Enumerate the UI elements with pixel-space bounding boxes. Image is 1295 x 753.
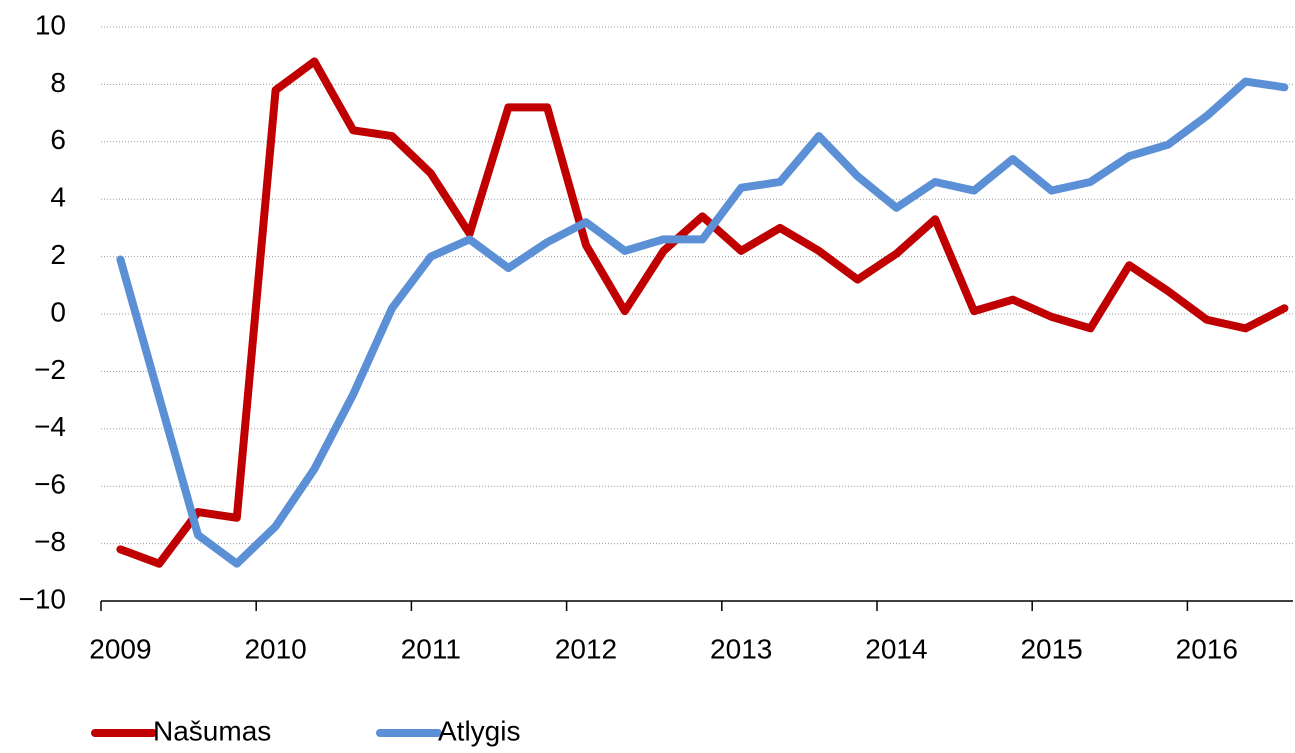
y-tick-label: −6 bbox=[34, 469, 66, 500]
y-tick-label: 2 bbox=[50, 239, 66, 270]
legend-label: Atlygis bbox=[438, 715, 520, 746]
y-tick-label: 10 bbox=[35, 9, 66, 40]
y-tick-label: 6 bbox=[50, 124, 66, 155]
y-tick-label: 8 bbox=[50, 67, 66, 98]
x-tick-label: 2013 bbox=[710, 633, 772, 664]
x-tick-label: 2010 bbox=[244, 633, 306, 664]
x-tick-label: 2015 bbox=[1020, 633, 1082, 664]
x-tick-label: 2011 bbox=[401, 633, 461, 664]
y-tick-label: 0 bbox=[50, 296, 66, 327]
x-tick-label: 2016 bbox=[1176, 633, 1238, 664]
x-tick-label: 2014 bbox=[865, 633, 927, 664]
x-tick-label: 2012 bbox=[555, 633, 617, 664]
y-tick-label: −8 bbox=[34, 526, 66, 557]
y-tick-label: −2 bbox=[34, 354, 66, 385]
x-tick-label: 2009 bbox=[89, 633, 151, 664]
y-tick-label: −10 bbox=[19, 583, 67, 614]
y-tick-label: −4 bbox=[34, 411, 66, 442]
line-series bbox=[116, 77, 1289, 568]
legend-label: Našumas bbox=[153, 715, 271, 746]
line-series bbox=[116, 57, 1289, 568]
y-tick-label: 4 bbox=[50, 182, 66, 213]
